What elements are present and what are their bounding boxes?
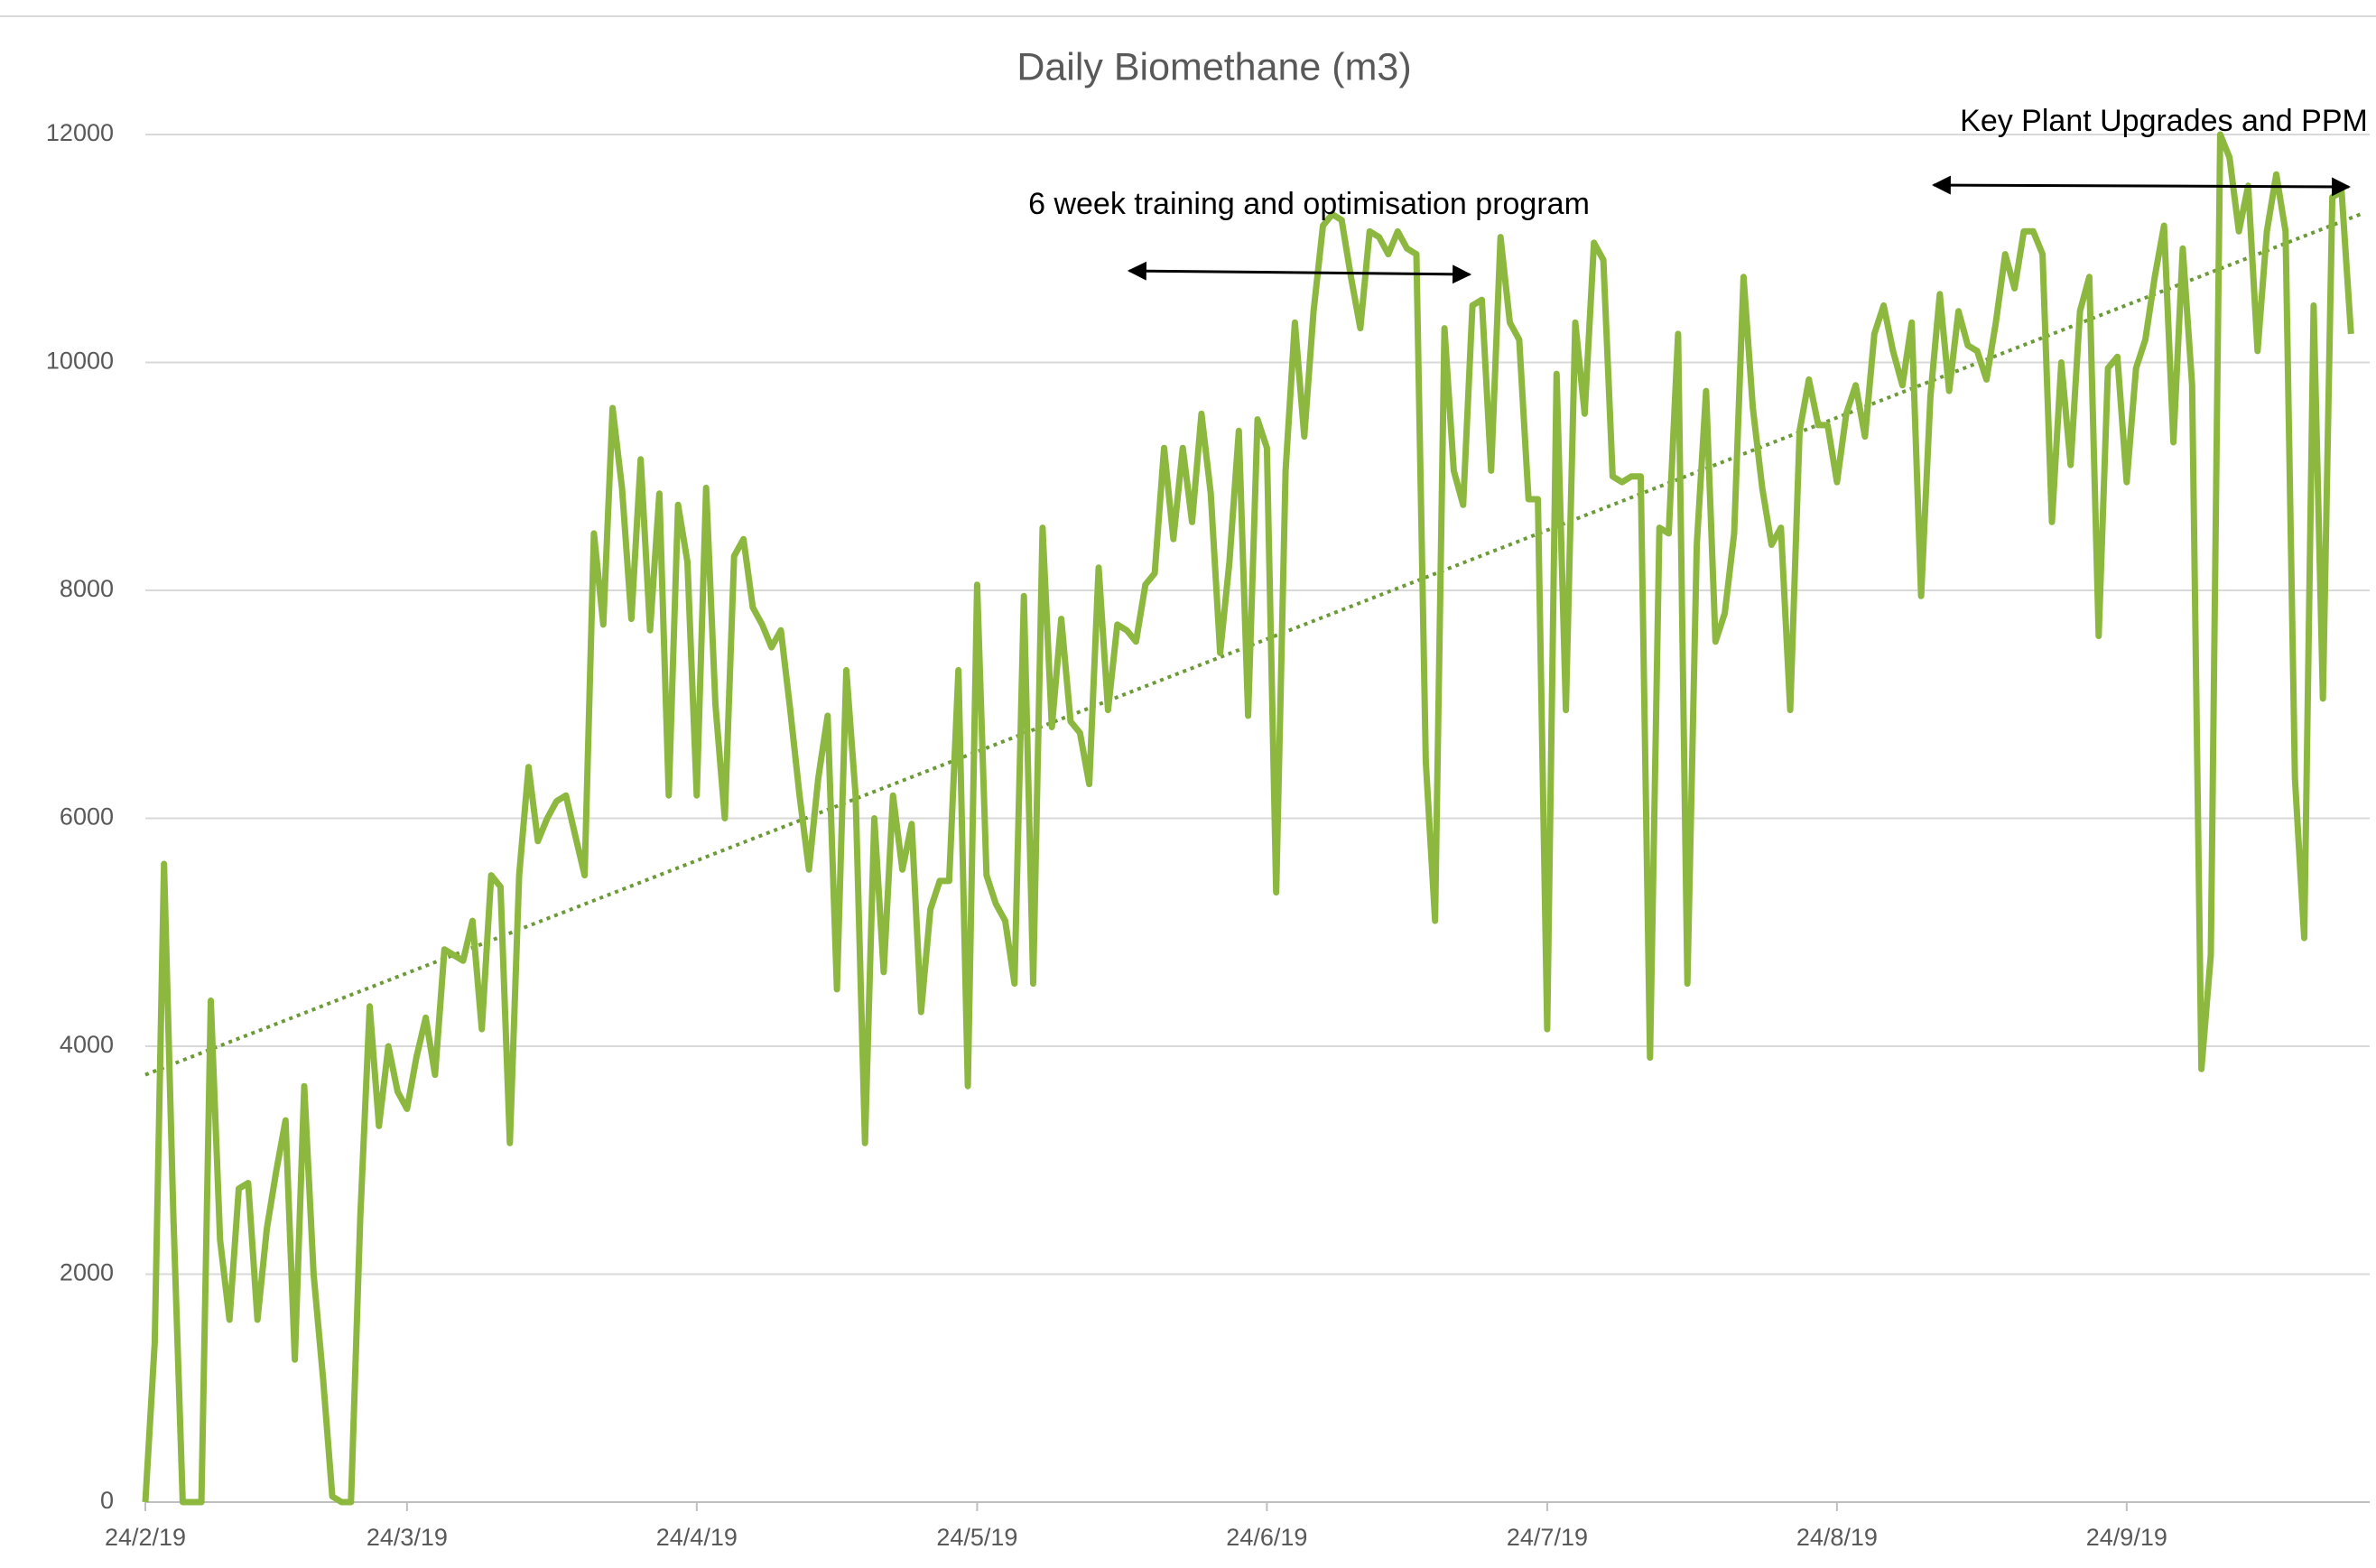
y-tick-label: 6000 [60, 803, 114, 830]
data-line [142, 131, 2354, 1506]
x-tick-label: 24/6/19 [1226, 1524, 1307, 1551]
y-tick-label: 8000 [60, 575, 114, 602]
annotation-arrow [1931, 175, 2352, 197]
y-tick-label: 0 [100, 1487, 114, 1514]
x-tick-label: 24/5/19 [936, 1524, 1017, 1551]
y-tick-label: 4000 [60, 1031, 114, 1058]
x-tick-label: 24/4/19 [656, 1524, 738, 1551]
x-tick-label: 24/8/19 [1796, 1524, 1878, 1551]
x-tick-label: 24/3/19 [367, 1524, 448, 1551]
y-tick-label: 2000 [60, 1259, 114, 1286]
chart-title: Daily Biomethane (m3) [1016, 45, 1411, 88]
x-tick-label: 24/7/19 [1507, 1524, 1588, 1551]
annotation: Key Plant Upgrades and PPM [1960, 104, 2368, 138]
y-tick-label: 12000 [46, 119, 114, 146]
y-tick-label: 10000 [46, 348, 114, 375]
x-tick-label: 24/2/19 [105, 1524, 186, 1551]
annotation: 6 week training and optimisation program [1028, 187, 1590, 221]
x-tick-label: 24/9/19 [2086, 1524, 2167, 1551]
annotation-arrow [1127, 261, 1472, 284]
